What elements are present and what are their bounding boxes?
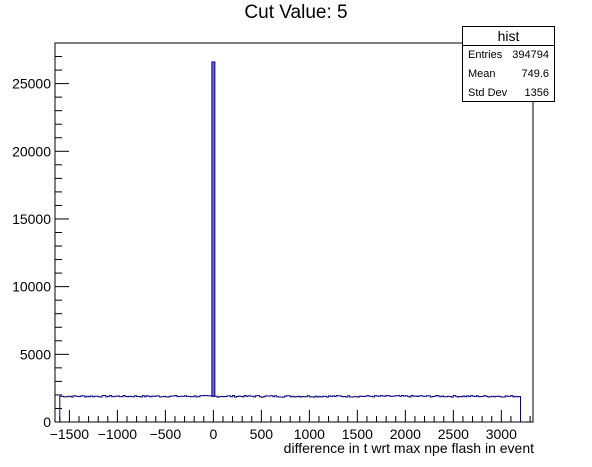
- x-tick-label: 0: [209, 426, 217, 442]
- histogram-line: [59, 395, 521, 422]
- x-tick-label: 500: [250, 426, 274, 442]
- y-tick-label: 10000: [12, 279, 51, 295]
- x-tick-label: 2000: [390, 426, 421, 442]
- x-tick-label: −1000: [98, 426, 138, 442]
- stats-value: 394794: [512, 49, 549, 61]
- histogram-series: [59, 61, 521, 422]
- stats-label: Entries: [468, 49, 503, 61]
- stats-label: Mean: [468, 68, 496, 80]
- stats-value: 749.6: [521, 68, 549, 80]
- axes: 0 5000 10000 15000 20000 25000 −1500 −1000 −500 0…: [12, 42, 531, 442]
- y-tick-label: 0: [43, 414, 51, 430]
- y-tick-label: 25000: [12, 76, 51, 92]
- x-tick-label: −500: [150, 426, 182, 442]
- x-tick-label: 1500: [342, 426, 373, 442]
- histogram-peak-bar: [211, 61, 216, 397]
- stats-box: hist Entries 394794 Mean 749.6 Std Dev 1…: [462, 26, 555, 102]
- stats-value: 1356: [524, 87, 549, 99]
- y-tick-label: 5000: [20, 346, 51, 362]
- stats-label: Std Dev: [468, 87, 508, 99]
- chart-title: Cut Value: 5: [244, 2, 348, 23]
- x-tick-label: 1000: [294, 426, 325, 442]
- x-axis-label: difference in t wrt max npe flash in eve…: [283, 440, 534, 456]
- stats-box-name: hist: [463, 27, 554, 46]
- y-tick-label: 20000: [12, 143, 51, 159]
- stats-row-stddev: Std Dev 1356: [463, 84, 554, 103]
- stats-row-entries: Entries 394794: [463, 46, 554, 65]
- x-tick-label: 3000: [486, 426, 517, 442]
- stats-row-mean: Mean 749.6: [463, 65, 554, 84]
- x-tick-label: −1500: [50, 426, 90, 442]
- y-tick-label: 15000: [12, 211, 51, 227]
- x-tick-label: 2500: [438, 426, 469, 442]
